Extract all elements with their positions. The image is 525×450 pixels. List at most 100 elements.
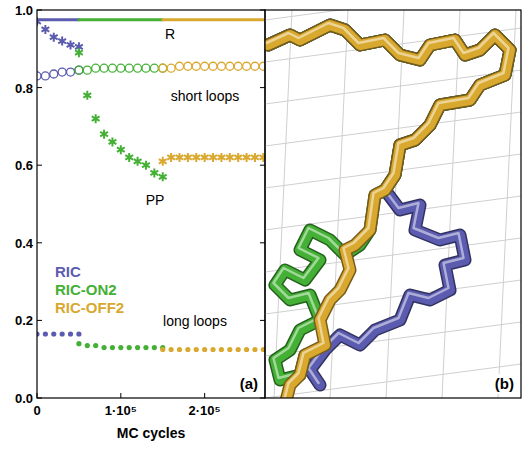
dot-marker (85, 343, 90, 348)
star-marker (58, 37, 66, 46)
annotation: short loops (171, 88, 239, 104)
open-circle-marker (259, 62, 265, 70)
star-marker (50, 33, 58, 42)
star-marker (201, 153, 209, 162)
star-marker (226, 153, 234, 162)
star-marker (75, 48, 83, 57)
chain-tube (268, 25, 510, 385)
panel-label: (b) (495, 375, 514, 392)
dot-marker (219, 347, 224, 352)
star-marker (109, 137, 117, 146)
x-tick (204, 393, 205, 398)
grid-3d (265, 112, 521, 146)
open-circle-marker (251, 62, 259, 70)
open-circle-marker (167, 64, 175, 72)
dot-marker (76, 331, 81, 336)
y-tick-label: 0.6 (15, 158, 33, 173)
open-circle-marker (50, 70, 58, 78)
open-circle-marker (83, 66, 91, 74)
open-circle-marker (125, 64, 133, 72)
panel-label-patch (486, 374, 515, 394)
series-line (37, 18, 79, 21)
open-circle-marker (217, 62, 225, 70)
open-circle-marker (134, 64, 142, 72)
dot-marker (210, 347, 215, 352)
y-tick (260, 87, 265, 88)
star-marker (83, 91, 91, 100)
open-circle-marker (92, 64, 100, 72)
panel-label-patch (230, 374, 259, 394)
star-marker (176, 153, 184, 162)
open-circle-marker (209, 62, 217, 70)
star-marker (167, 153, 175, 162)
dot-marker (118, 345, 123, 350)
y-tick-label: 0.8 (15, 81, 33, 96)
star-marker (192, 153, 200, 162)
dot-marker (252, 347, 257, 352)
plot-a-marks (37, 17, 265, 352)
y-tick-label: 0.0 (15, 391, 33, 406)
y-tick-label: 0.4 (15, 236, 34, 251)
dot-marker (110, 345, 115, 350)
dot-marker (60, 331, 65, 336)
star-marker (243, 153, 251, 162)
series-line (79, 18, 163, 21)
x-tick-label: 2·10⁵ (189, 403, 221, 418)
dot-marker (152, 345, 157, 350)
grid-3d (442, 10, 460, 398)
dot-marker (194, 347, 199, 352)
annotation: PP (146, 192, 165, 208)
star-marker (259, 153, 265, 162)
background (0, 0, 525, 450)
chain-outline (268, 25, 510, 385)
chain-tube (268, 25, 510, 398)
open-circle-marker (100, 64, 108, 72)
star-marker (142, 161, 150, 170)
plot-frame (37, 10, 265, 398)
dot-marker (169, 347, 174, 352)
dot-marker (202, 347, 207, 352)
y-tick (37, 165, 42, 166)
open-circle-marker (75, 66, 83, 74)
dot-marker (68, 331, 73, 336)
open-circle-marker (142, 64, 150, 72)
chain-highlight (267, 23, 509, 378)
y-tick-label: 1.0 (15, 3, 33, 18)
star-marker (125, 153, 133, 162)
star-marker (92, 114, 100, 123)
figure: 0.00.20.40.60.81.001·10⁵2·10⁵MC cyclesRs… (0, 0, 525, 450)
open-circle-marker (159, 64, 167, 72)
open-circle-marker (192, 62, 200, 70)
dot-marker (177, 347, 182, 352)
open-circle-marker (201, 62, 209, 70)
y-tick (37, 87, 42, 88)
star-marker (100, 130, 108, 139)
x-tick-label: 1·10⁵ (105, 403, 137, 418)
star-marker (251, 153, 259, 162)
legend-entry: RIC-ON2 (55, 281, 117, 298)
dot-marker (185, 347, 190, 352)
open-circle-marker (117, 64, 125, 72)
dot-marker (135, 345, 140, 350)
open-circle-marker (108, 64, 116, 72)
open-circle-marker (67, 68, 75, 76)
star-marker (150, 168, 158, 177)
open-circle-marker (184, 62, 192, 70)
dot-marker (160, 347, 165, 352)
open-circle-marker (75, 66, 83, 74)
open-circle-marker (234, 62, 242, 70)
open-circle-marker (176, 62, 184, 70)
legend-entry: RIC-OFF2 (55, 299, 124, 316)
star-marker (209, 153, 217, 162)
open-circle-marker (150, 64, 158, 72)
dot-marker (101, 345, 106, 350)
dot-marker (127, 345, 132, 350)
legend-entry: RIC (55, 263, 81, 280)
star-marker (159, 157, 167, 166)
dot-marker (76, 341, 81, 346)
dot-marker (43, 331, 48, 336)
series-line (163, 18, 264, 21)
dot-marker (51, 331, 56, 336)
x-axis-title: MC cycles (117, 425, 186, 441)
y-tick (260, 165, 265, 166)
